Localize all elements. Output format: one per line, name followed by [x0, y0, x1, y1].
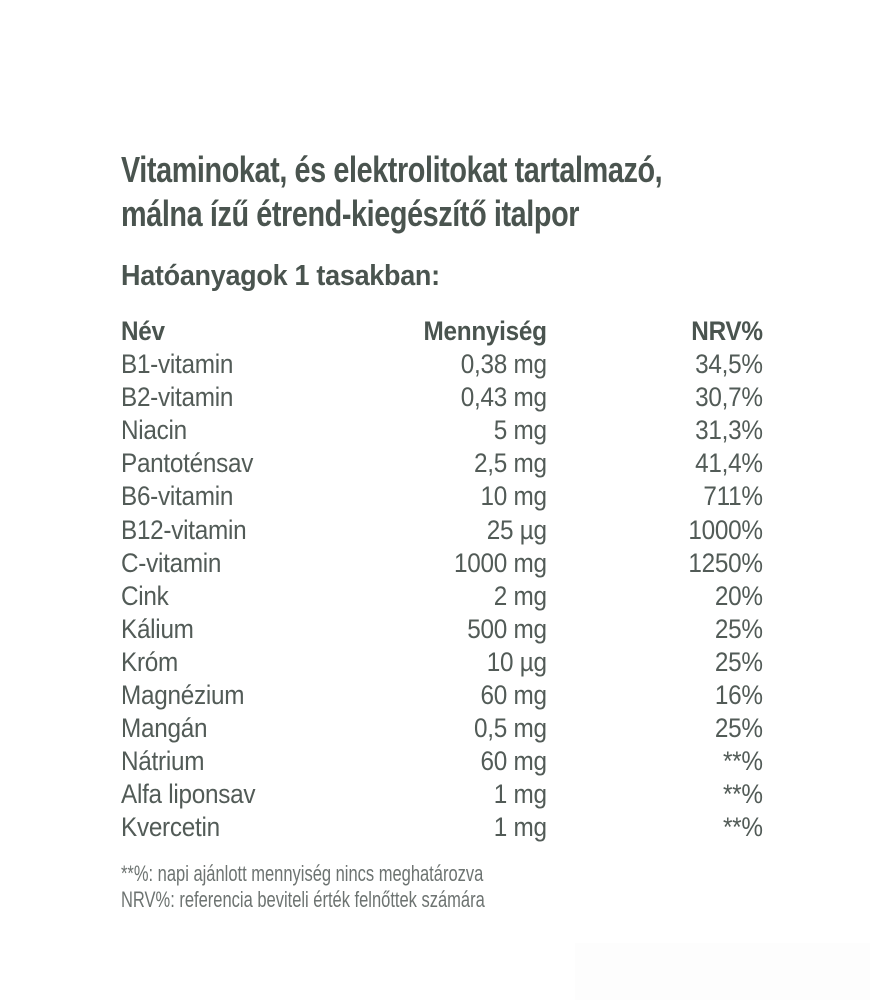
- table-row: Niacin 5 mg 31,3%: [121, 414, 763, 447]
- cell-amount: 5 mg: [493, 415, 547, 446]
- table-row: B6-vitamin 10 mg 711%: [121, 480, 763, 513]
- table-row: Pantoténsav 2,5 mg 41,4%: [121, 447, 763, 480]
- cell-amount: 1 mg: [493, 812, 547, 843]
- cell-nrv-percent: 34,5%: [695, 349, 763, 380]
- page-title-line1: Vitaminokat, és elektrolitokat tartalmaz…: [121, 149, 663, 190]
- table-row: C-vitamin 1000 mg 1250%: [121, 547, 763, 580]
- column-header-name: Név: [121, 316, 165, 346]
- column-header-amount: Mennyiség: [423, 316, 547, 346]
- table-row: Mangán 0,5 mg 25%: [121, 712, 763, 745]
- nutrition-table: Név Mennyiség NRV% B1-vitamin 0,38 mg 34…: [121, 315, 763, 845]
- cell-nrv-percent: 41,4%: [695, 448, 763, 479]
- cell-nrv-percent: **%: [722, 779, 763, 810]
- cell-amount: 0,43 mg: [460, 382, 547, 413]
- cell-nrv-percent: 20%: [714, 580, 763, 611]
- table-row: Magnézium 60 mg 16%: [121, 679, 763, 712]
- cell-ingredient-name: Kvercetin: [121, 812, 220, 843]
- cell-nrv-percent: 1250%: [688, 547, 763, 578]
- cell-ingredient-name: Cink: [121, 580, 169, 611]
- footnote-daily-amount: **%: napi ajánlott mennyiség nincs megha…: [121, 861, 484, 886]
- table-row: Cink 2 mg 20%: [121, 580, 763, 613]
- active-ingredients-heading: Hatóanyagok 1 tasakban:: [121, 260, 440, 292]
- cell-ingredient-name: Nátrium: [121, 746, 205, 777]
- cell-amount: 10 µg: [486, 646, 547, 677]
- cell-nrv-percent: 25%: [714, 613, 763, 644]
- footnote-nrv-reference: NRV%: referencia beviteli érték felnőtte…: [121, 887, 485, 912]
- cell-ingredient-name: Alfa liponsav: [121, 779, 256, 810]
- cell-amount: 1 mg: [493, 779, 547, 810]
- cell-ingredient-name: Mangán: [121, 713, 208, 744]
- table-row: Nátrium 60 mg **%: [121, 745, 763, 778]
- cell-ingredient-name: Pantoténsav: [121, 448, 254, 479]
- cell-nrv-percent: 25%: [714, 646, 763, 677]
- cell-amount: 2 mg: [493, 580, 547, 611]
- cell-nrv-percent: 30,7%: [695, 382, 763, 413]
- cell-amount: 10 mg: [480, 481, 547, 512]
- cell-ingredient-name: B6-vitamin: [121, 481, 234, 512]
- table-header-row: Név Mennyiség NRV%: [121, 315, 763, 348]
- cell-amount: 2,5 mg: [474, 448, 547, 479]
- cell-ingredient-name: C-vitamin: [121, 547, 222, 578]
- cell-amount: 60 mg: [480, 680, 547, 711]
- table-row: B2-vitamin 0,43 mg 30,7%: [121, 381, 763, 414]
- cell-nrv-percent: 16%: [714, 680, 763, 711]
- cell-ingredient-name: B2-vitamin: [121, 382, 234, 413]
- cell-nrv-percent: 711%: [703, 481, 763, 512]
- cell-ingredient-name: Magnézium: [121, 680, 245, 711]
- cell-ingredient-name: Kálium: [121, 613, 194, 644]
- footnotes: **%: napi ajánlott mennyiség nincs megha…: [121, 861, 646, 913]
- cell-ingredient-name: B1-vitamin: [121, 349, 234, 380]
- cell-amount: 60 mg: [480, 746, 547, 777]
- cell-nrv-percent: 25%: [714, 713, 763, 744]
- cell-nrv-percent: 1000%: [688, 514, 763, 545]
- cell-amount: 500 mg: [467, 613, 547, 644]
- table-row: Kálium 500 mg 25%: [121, 613, 763, 646]
- table-row: B1-vitamin 0,38 mg 34,5%: [121, 348, 763, 381]
- cell-ingredient-name: Niacin: [121, 415, 187, 446]
- table-row: Kvercetin 1 mg **%: [121, 811, 763, 844]
- background-shade: [575, 943, 870, 1000]
- column-header-nrv: NRV%: [691, 316, 763, 346]
- cell-ingredient-name: B12-vitamin: [121, 514, 247, 545]
- cell-amount: 1000 mg: [454, 547, 547, 578]
- cell-nrv-percent: **%: [722, 746, 763, 777]
- table-row: Alfa liponsav 1 mg **%: [121, 778, 763, 811]
- page-title: Vitaminokat, és elektrolitokat tartalmaz…: [121, 148, 769, 236]
- table-row: B12-vitamin 25 µg 1000%: [121, 514, 763, 547]
- cell-amount: 0,5 mg: [474, 713, 547, 744]
- cell-nrv-percent: **%: [722, 812, 763, 843]
- table-row: Króm 10 µg 25%: [121, 646, 763, 679]
- cell-ingredient-name: Króm: [121, 646, 178, 677]
- cell-amount: 0,38 mg: [460, 349, 547, 380]
- cell-amount: 25 µg: [486, 514, 547, 545]
- page-title-line2: málna ízű étrend-kiegészítő italpor: [121, 193, 580, 234]
- cell-nrv-percent: 31,3%: [695, 415, 763, 446]
